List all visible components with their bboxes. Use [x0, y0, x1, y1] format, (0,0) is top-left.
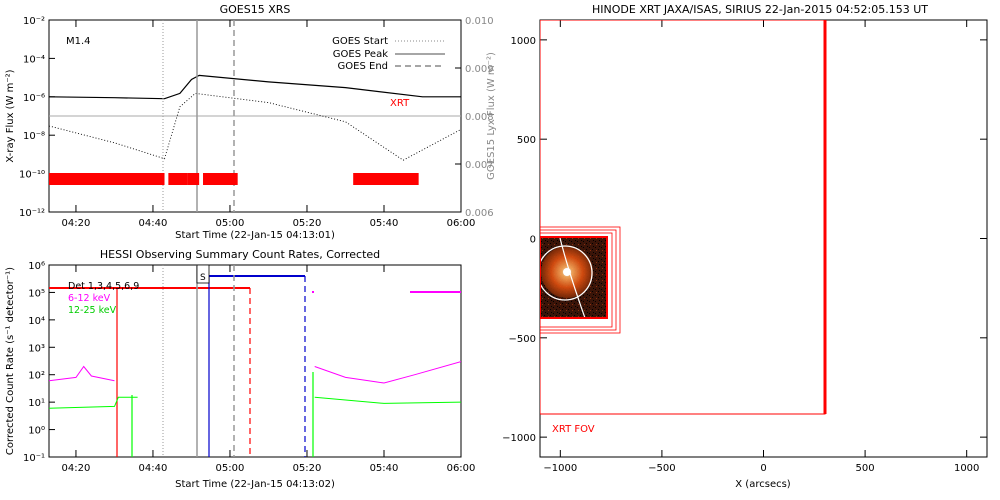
goes-x-label: Start Time (22-Jan-15 04:13:01) [175, 230, 335, 241]
hessi-saa-label: S [200, 273, 206, 283]
xrt-y-tick-label: −1000 [502, 433, 536, 444]
hessi-y-tick-label: 10⁴ [28, 316, 45, 327]
xrt-x-tick-label: 1000 [954, 463, 979, 474]
goes-x-tick-label: 05:20 [293, 218, 322, 229]
xrt-y-tick-label: 500 [517, 135, 536, 146]
goes-plot-area [49, 20, 461, 212]
hessi-6-12kev-line [49, 361, 461, 384]
goes-panel: GOES15 XRS 04:20 04:40 05:00 05:20 05:40 06:0… [5, 3, 497, 241]
goes-y-tick-label: 10⁻⁶ [23, 93, 45, 104]
goes-y-tick-label: 10⁻¹² [19, 208, 45, 219]
hessi-y-tick-label: 10⁶ [28, 261, 45, 272]
xrt-y-tick-label: −500 [509, 334, 536, 345]
goes-y-tick-label: 10⁻² [23, 16, 45, 27]
hessi-legend-low: 6-12 keV [68, 293, 111, 304]
hessi-saa-box [196, 265, 210, 284]
goes-y-tick-label: 10⁻⁴ [23, 54, 45, 65]
hessi-plot-frame [48, 264, 462, 458]
hessi-y-tick-label: 10¹ [28, 398, 45, 409]
xrt-image-frame [540, 236, 608, 319]
xrt-box-outer [540, 226, 621, 334]
goes-y2-label: GOES15 Lyx Flux (W m⁻²) [486, 52, 497, 180]
hessi-x-tick-label: 05:40 [370, 463, 399, 474]
goes-y2-tick-label: 0.006 [465, 208, 494, 219]
goes-flare-class: M1.4 [66, 36, 91, 47]
goes-x-tick-label: 04:20 [62, 218, 91, 229]
goes-legend: GOES Start GOES Peak GOES End [332, 36, 445, 72]
hessi-y-tick-label: 10⁰ [28, 426, 45, 437]
goes-x-tick-label: 06:00 [447, 218, 476, 229]
goes-x-tick-label: 05:40 [370, 218, 399, 229]
hessi-x-tick-label: 05:20 [293, 463, 322, 474]
xrt-coverage-bar [353, 173, 419, 185]
goes-short-line [49, 92, 461, 161]
xrt-title: HINODE XRT JAXA/ISAS, SIRIUS 22-Jan-2015… [592, 3, 928, 16]
xrt-x-tick-label: 0 [760, 463, 766, 474]
xrt-y-tick-label: 0 [530, 235, 536, 246]
xrt-coverage-bars [49, 173, 419, 185]
hessi-legend: Det 1,3,4,5,6,9 6-12 keV 12-25 keV [68, 281, 139, 316]
goes-y-tick-label: 10⁻⁸ [23, 131, 45, 142]
hessi-legend-det: Det 1,3,4,5,6,9 [68, 281, 139, 292]
hessi-y-tick-label: 10³ [28, 343, 45, 354]
xrt-coverage-bar [203, 173, 238, 185]
goes-x-tick-label: 04:40 [139, 218, 168, 229]
hessi-12-25kev-line [49, 396, 461, 409]
goes-y2-tick-label: 0.009 [465, 64, 494, 75]
xrt-coverage-bar [168, 173, 188, 185]
hessi-title: HESSI Observing Summary Count Rates, Cor… [100, 248, 380, 261]
xrt-box-inner [540, 232, 613, 328]
goes-y-label: X-ray Flux (W m⁻²) [5, 69, 16, 162]
xrt-box-mid [540, 229, 617, 331]
xrt-contour-circle [540, 245, 593, 301]
goes-legend-peak: GOES Peak [333, 49, 388, 60]
goes-x-tick-label: 05:00 [216, 218, 245, 229]
hessi-y-tick-label: 10² [28, 371, 45, 382]
hessi-x-tick-label: 06:00 [447, 463, 476, 474]
xrt-fov-box [540, 20, 826, 415]
hessi-y-tick-label: 10⁵ [28, 288, 45, 299]
xrt-y-tick-label: 1000 [511, 36, 536, 47]
xrt-x-ticks: −1000 −500 0 500 1000 [543, 20, 979, 474]
xrt-limb-arc [559, 237, 586, 319]
goes-y-ticks: 10⁻² 10⁻⁴ 10⁻⁶ 10⁻⁸ 10⁻¹⁰ 10⁻¹² [19, 16, 55, 219]
hessi-x-ticks: 04:20 04:40 05:00 05:20 05:40 06:00 [62, 265, 476, 474]
hessi-x-tick-label: 04:20 [62, 463, 91, 474]
hessi-x-tick-label: 05:00 [216, 463, 245, 474]
xrt-panel: HINODE XRT JAXA/ISAS, SIRIUS 22-Jan-2015… [502, 3, 988, 490]
goes-y2-tick-label: 0.010 [465, 16, 494, 27]
xrt-plot-area [540, 20, 827, 415]
goes-y-tick-label: 10⁻¹⁰ [19, 170, 45, 181]
goes-y2-tick-label: 0.008 [465, 112, 494, 123]
goes-x-ticks: 04:20 04:40 05:00 05:20 05:40 06:00 [62, 20, 476, 229]
xrt-x-label: X (arcsecs) [735, 479, 791, 490]
hessi-legend-high: 12-25 keV [68, 305, 117, 316]
hessi-x-tick-label: 04:40 [139, 463, 168, 474]
hessi-y-label: Corrected Count Rate (s⁻¹ detector⁻¹) [5, 267, 16, 455]
hessi-y-ticks: 10⁶ 10⁵ 10⁴ 10³ 10² 10¹ 10⁰ 10⁻¹ [23, 261, 55, 464]
goes-legend-start: GOES Start [332, 36, 388, 47]
hessi-panel: HESSI Observing Summary Count Rates, Cor… [5, 248, 475, 490]
goes-long-line [49, 74, 461, 100]
xrt-x-tick-label: −1000 [543, 463, 577, 474]
goes-y2-tick-label: 0.007 [465, 160, 494, 171]
goes-title: GOES15 XRS [220, 3, 291, 16]
hessi-x-label: Start Time (22-Jan-15 04:13:02) [175, 479, 335, 490]
goes-legend-end: GOES End [338, 61, 388, 72]
goes-xrt-label: XRT [390, 98, 410, 109]
hessi-y-tick-label: 10⁻¹ [23, 453, 45, 464]
xrt-fov-label: XRT FOV [552, 424, 595, 435]
hessi-plot-area [49, 265, 461, 457]
xrt-coverage-bar [187, 173, 200, 185]
xrt-x-tick-label: 500 [856, 463, 875, 474]
xrt-coverage-bar [49, 173, 165, 185]
xrt-x-tick-label: −500 [648, 463, 675, 474]
